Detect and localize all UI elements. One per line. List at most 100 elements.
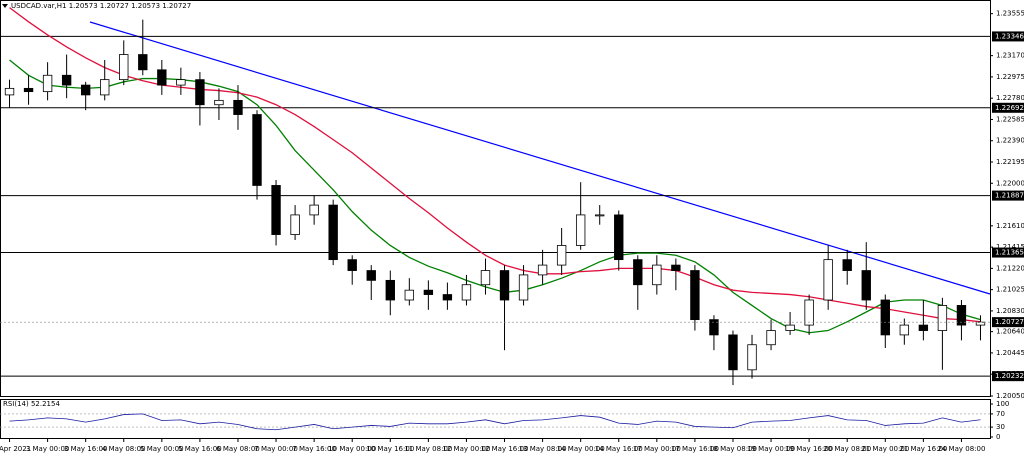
candle-body [633,259,643,286]
candle-body [880,299,890,336]
y-tick-label: 1.21220 [996,264,1024,272]
last-price-tag [992,317,1024,328]
candle-body [518,274,529,301]
y-tick-label: 1.22975 [996,73,1024,81]
candle-body [423,289,434,295]
y-tick-label: 1.21025 [996,286,1024,294]
x-tick-label: 18 May 08:00 [709,445,757,453]
x-tick-label: 17 May 00:00 [633,445,681,453]
y-tick-label: 1.23555 [996,10,1024,18]
x-tick-label: 10 May 16:00 [366,445,414,453]
candle-body [4,87,15,96]
x-tick-label: 5 May 00:00 [140,445,184,453]
x-tick-label: 12 May 16:00 [481,445,529,453]
y-tick-label: 1.20445 [996,349,1024,357]
level-label: 1.20232 [995,372,1024,380]
level-label: 1.22692 [995,104,1024,112]
candle-body [842,259,852,271]
y-tick-label: 1.22780 [996,94,1024,102]
chart-title: USDCAD.var,H1 1.20573 1.20727 1.20573 1.… [11,2,191,10]
candle-body [499,270,510,301]
x-tick-label: 21 May 00:00 [861,445,909,453]
candle-body [709,319,719,336]
candle-body [975,321,986,326]
candle-body [347,259,357,271]
x-tick-label: 4 May 08:00 [102,445,146,453]
candle-body [366,270,376,281]
rsi-line [9,413,981,431]
y-tick-label: 1.21610 [996,222,1024,230]
x-tick-label: 19 May 00:00 [747,445,795,453]
x-tick-label: 11 May 08:00 [404,445,452,453]
moving-average [9,7,981,323]
x-tick-label: 3 May 00:00 [26,445,70,453]
rsi-frame [0,399,991,439]
candle-body [899,324,910,336]
candle-body [785,324,795,331]
candle-body [157,69,167,86]
level-label: 1.21365 [995,249,1024,257]
candle-body [575,214,586,246]
candle-body [804,299,814,326]
y-tick-label: 1.20830 [996,307,1024,315]
candle-body [100,79,110,96]
candle-body [290,214,300,235]
candle-body [233,99,243,115]
candle-body [766,330,776,346]
moving-average [9,59,981,334]
y-tick-label: 1.23170 [996,52,1024,60]
rsi-tick-label: 0 [996,433,1000,441]
x-tick-label: 20 May 08:00 [823,445,871,453]
y-tick-label: 1.22585 [996,115,1024,123]
y-tick-label: 1.21415 [996,243,1024,251]
candle-body [138,54,148,71]
rsi-tick-label: 30 [996,423,1005,431]
plot-frame [0,0,991,397]
y-tick-label: 1.20050 [996,392,1024,400]
level-label: 1.21887 [995,192,1024,200]
candle-body [728,334,738,371]
level-tag [992,102,1024,113]
candle-body [214,99,224,106]
candle-body [23,87,34,93]
x-tick-label: 13 May 08:00 [519,445,567,453]
x-tick-label: 10 May 00:00 [328,445,376,453]
y-tick-label: 1.22390 [996,137,1024,145]
candle-body [861,270,871,301]
candle-body [690,270,700,321]
candle-body [80,84,91,96]
candle-body [328,204,338,261]
candle-body [956,305,967,326]
x-tick-label: 3 May 16:00 [64,445,108,453]
candle-body [918,324,929,331]
level-tag [992,190,1024,201]
x-tick-label: 21 May 16:00 [899,445,947,453]
x-tick-label: 6 May 08:00 [216,445,260,453]
x-tick-label: 24 May 08:00 [937,445,985,453]
candle-body [442,294,453,301]
candle-body [595,214,605,217]
candle-body [614,214,624,261]
candle-body [176,79,186,86]
candle-body [747,344,757,371]
x-tick-label: 14 May 16:00 [595,445,643,453]
candle-body [309,204,319,216]
y-tick-label: 1.20640 [996,328,1024,336]
candle-body [937,305,948,331]
candle-body [61,74,72,86]
x-tick-label: 19 May 16:00 [785,445,833,453]
x-tick-label: 5 May 16:00 [178,445,222,453]
candle-body [537,264,548,276]
candle-body [385,279,395,301]
level-tag [992,371,1024,382]
last-price-label: 1.20727 [995,318,1024,326]
rsi-tick-label: 70 [996,410,1005,418]
rsi-label: RSI(14) 52.2154 [3,400,60,408]
candle-body [671,264,681,271]
trend-line [89,21,991,295]
candle-body [42,74,53,93]
x-tick-label: 14 May 00:00 [557,445,605,453]
candle-body [195,79,205,106]
candle-body [252,114,262,186]
